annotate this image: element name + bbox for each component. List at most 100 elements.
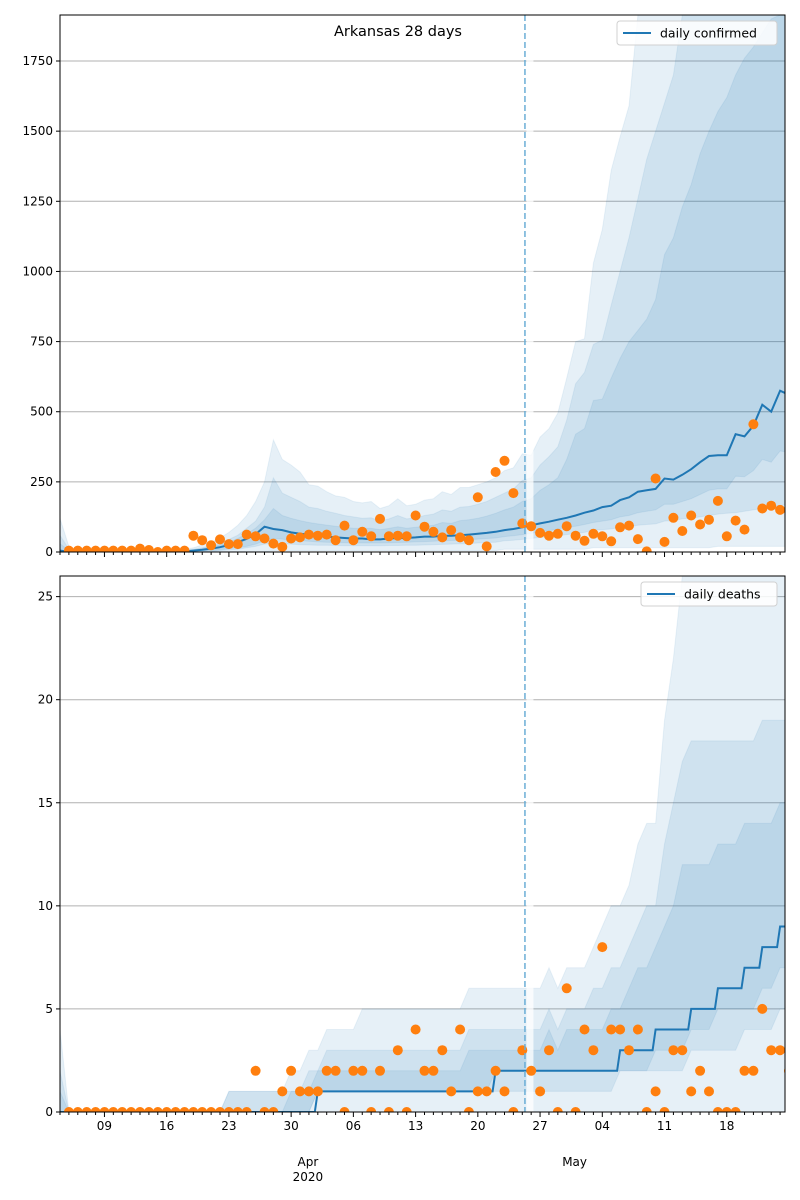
data-point xyxy=(366,1107,377,1112)
data-point xyxy=(615,522,626,533)
data-point xyxy=(63,1107,74,1112)
data-point xyxy=(721,1107,732,1112)
data-point xyxy=(135,1107,145,1112)
data-point xyxy=(455,1024,466,1035)
data-point xyxy=(517,1045,528,1056)
data-point xyxy=(775,504,785,515)
data-point xyxy=(615,1024,626,1035)
x-tick-label: 06 xyxy=(346,1119,361,1133)
data-point xyxy=(286,1065,297,1076)
data-point xyxy=(686,510,697,521)
data-point xyxy=(721,531,732,542)
data-point xyxy=(188,530,199,541)
data-point xyxy=(152,547,163,552)
x-tick-label: 09 xyxy=(97,1119,112,1133)
data-point xyxy=(215,534,225,545)
data-point xyxy=(72,1107,83,1112)
confidence-band xyxy=(60,15,785,552)
data-point xyxy=(606,1024,617,1035)
x-tick-label: 04 xyxy=(595,1119,610,1133)
data-point xyxy=(143,545,154,552)
confidence-band xyxy=(60,576,785,1112)
data-point xyxy=(712,495,723,506)
data-point xyxy=(223,1107,234,1112)
data-point xyxy=(135,543,145,552)
data-point xyxy=(250,531,261,542)
x-tick-label: 11 xyxy=(657,1119,672,1133)
y-tick-label: 15 xyxy=(38,796,53,810)
data-point xyxy=(321,1065,332,1076)
data-point xyxy=(357,526,368,537)
data-point xyxy=(659,536,670,547)
data-point xyxy=(490,467,501,477)
data-point xyxy=(641,546,652,552)
legend-label: daily confirmed xyxy=(660,26,757,41)
data-point xyxy=(197,535,208,546)
data-point xyxy=(677,526,688,536)
data-point xyxy=(303,1086,314,1097)
data-point xyxy=(535,1086,546,1097)
data-point xyxy=(375,1065,385,1076)
data-point xyxy=(446,1086,457,1097)
data-point xyxy=(579,1024,590,1035)
data-point xyxy=(730,515,741,526)
data-point xyxy=(241,1107,252,1112)
data-point xyxy=(526,1065,537,1076)
axes-frame xyxy=(59,575,786,1113)
data-point xyxy=(544,530,554,541)
data-point xyxy=(90,1107,101,1112)
data-point xyxy=(295,1086,305,1097)
data-point xyxy=(232,1107,243,1112)
data-point xyxy=(588,528,599,539)
data-point xyxy=(295,532,305,543)
data-point xyxy=(161,1107,172,1112)
data-point xyxy=(277,541,288,552)
data-point xyxy=(108,1107,119,1112)
data-point xyxy=(188,1107,199,1112)
data-point xyxy=(259,533,270,544)
data-point xyxy=(437,1045,448,1056)
data-point xyxy=(250,1065,261,1076)
data-point xyxy=(383,531,394,542)
data-point xyxy=(72,545,83,552)
data-point xyxy=(704,514,714,525)
x-tick-label: 20 xyxy=(470,1119,485,1133)
x-tick-label: 18 xyxy=(719,1119,734,1133)
y-tick-label: 1250 xyxy=(22,194,53,208)
data-point xyxy=(392,1045,403,1056)
data-point xyxy=(748,419,759,430)
data-point xyxy=(668,1045,679,1056)
data-point xyxy=(632,1024,643,1035)
data-point xyxy=(206,540,217,551)
data-point xyxy=(659,1107,670,1112)
data-point xyxy=(428,526,439,537)
confidence-band xyxy=(60,802,785,1112)
data-point xyxy=(650,473,661,484)
data-point xyxy=(232,539,243,550)
data-point xyxy=(748,1065,759,1076)
data-point xyxy=(463,1107,474,1112)
y-tick-label: 1500 xyxy=(22,124,53,138)
confidence-band xyxy=(60,719,785,1112)
data-point xyxy=(588,1045,599,1056)
data-point xyxy=(544,1045,554,1056)
data-point xyxy=(552,528,563,539)
data-point xyxy=(312,530,323,541)
data-point xyxy=(126,545,137,552)
y-tick-label: 0 xyxy=(45,545,53,559)
data-point xyxy=(259,1107,270,1112)
data-point xyxy=(766,500,777,511)
data-point xyxy=(517,518,528,529)
data-point xyxy=(268,538,279,549)
x-tick-label: 13 xyxy=(408,1119,423,1133)
data-point xyxy=(526,521,537,532)
x-tick-label: 23 xyxy=(221,1119,236,1133)
data-point xyxy=(117,545,128,552)
forecast-gap xyxy=(526,15,534,552)
data-point xyxy=(463,535,474,546)
data-point xyxy=(197,1107,208,1112)
chart-title: Arkansas 28 days xyxy=(334,24,462,40)
data-point xyxy=(499,1086,510,1097)
data-point xyxy=(579,535,590,546)
